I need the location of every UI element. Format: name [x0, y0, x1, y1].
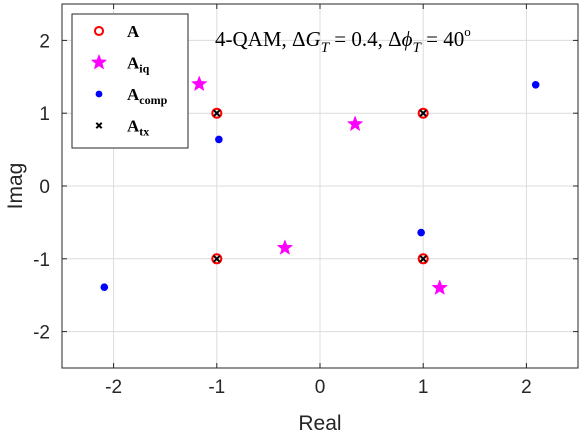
x-tick-label: -2 [105, 377, 122, 398]
x-axis-label: Real [298, 412, 341, 434]
point-a-iq [431, 279, 448, 295]
legend-marker [90, 53, 108, 70]
legend-marker [93, 25, 105, 37]
chart-annotation: 4-QAM, ΔGT = 0.4, ΔϕT = 40o [215, 24, 471, 56]
legend-label: Acomp [127, 85, 168, 107]
point-a-main [211, 253, 223, 265]
legend-marker [95, 122, 103, 129]
y-axis-label: Imag [4, 163, 27, 210]
point-a-main [417, 107, 429, 119]
point-a-iq [190, 75, 208, 92]
point-a-iq [276, 239, 294, 255]
point-a-main [417, 253, 429, 265]
point-a-tx [419, 109, 427, 117]
point-a-iq [346, 115, 364, 132]
point-a-comp [531, 81, 540, 89]
point-a-tx [213, 255, 221, 263]
y-tick-label: -2 [33, 323, 50, 344]
legend-label: Atx [127, 117, 149, 139]
legend-label: Aiq [127, 54, 150, 76]
y-tick-label: -1 [33, 250, 50, 271]
point-a-comp [100, 283, 109, 291]
point-a-tx [213, 109, 221, 117]
point-a-comp [417, 228, 425, 237]
point-a-tx [419, 255, 427, 263]
x-tick-label: 2 [521, 377, 532, 398]
legend-marker [95, 90, 103, 98]
data-marks [100, 75, 540, 295]
axis-ticks: -2 -1 0 1 2 -2 -1 0 1 2 [33, 4, 578, 398]
legend: A Aiq Acomp Atx [71, 13, 189, 149]
x-tick-label: 1 [418, 377, 429, 398]
y-tick-label: 1 [39, 104, 50, 125]
x-tick-label: 0 [315, 377, 326, 398]
y-tick-label: 0 [39, 177, 50, 198]
legend-box [71, 13, 189, 149]
y-tick-label: 2 [39, 31, 50, 52]
point-a-comp [215, 135, 223, 144]
point-a-main [211, 107, 223, 119]
legend-label: A [127, 22, 140, 41]
x-tick-label: -1 [208, 377, 225, 398]
